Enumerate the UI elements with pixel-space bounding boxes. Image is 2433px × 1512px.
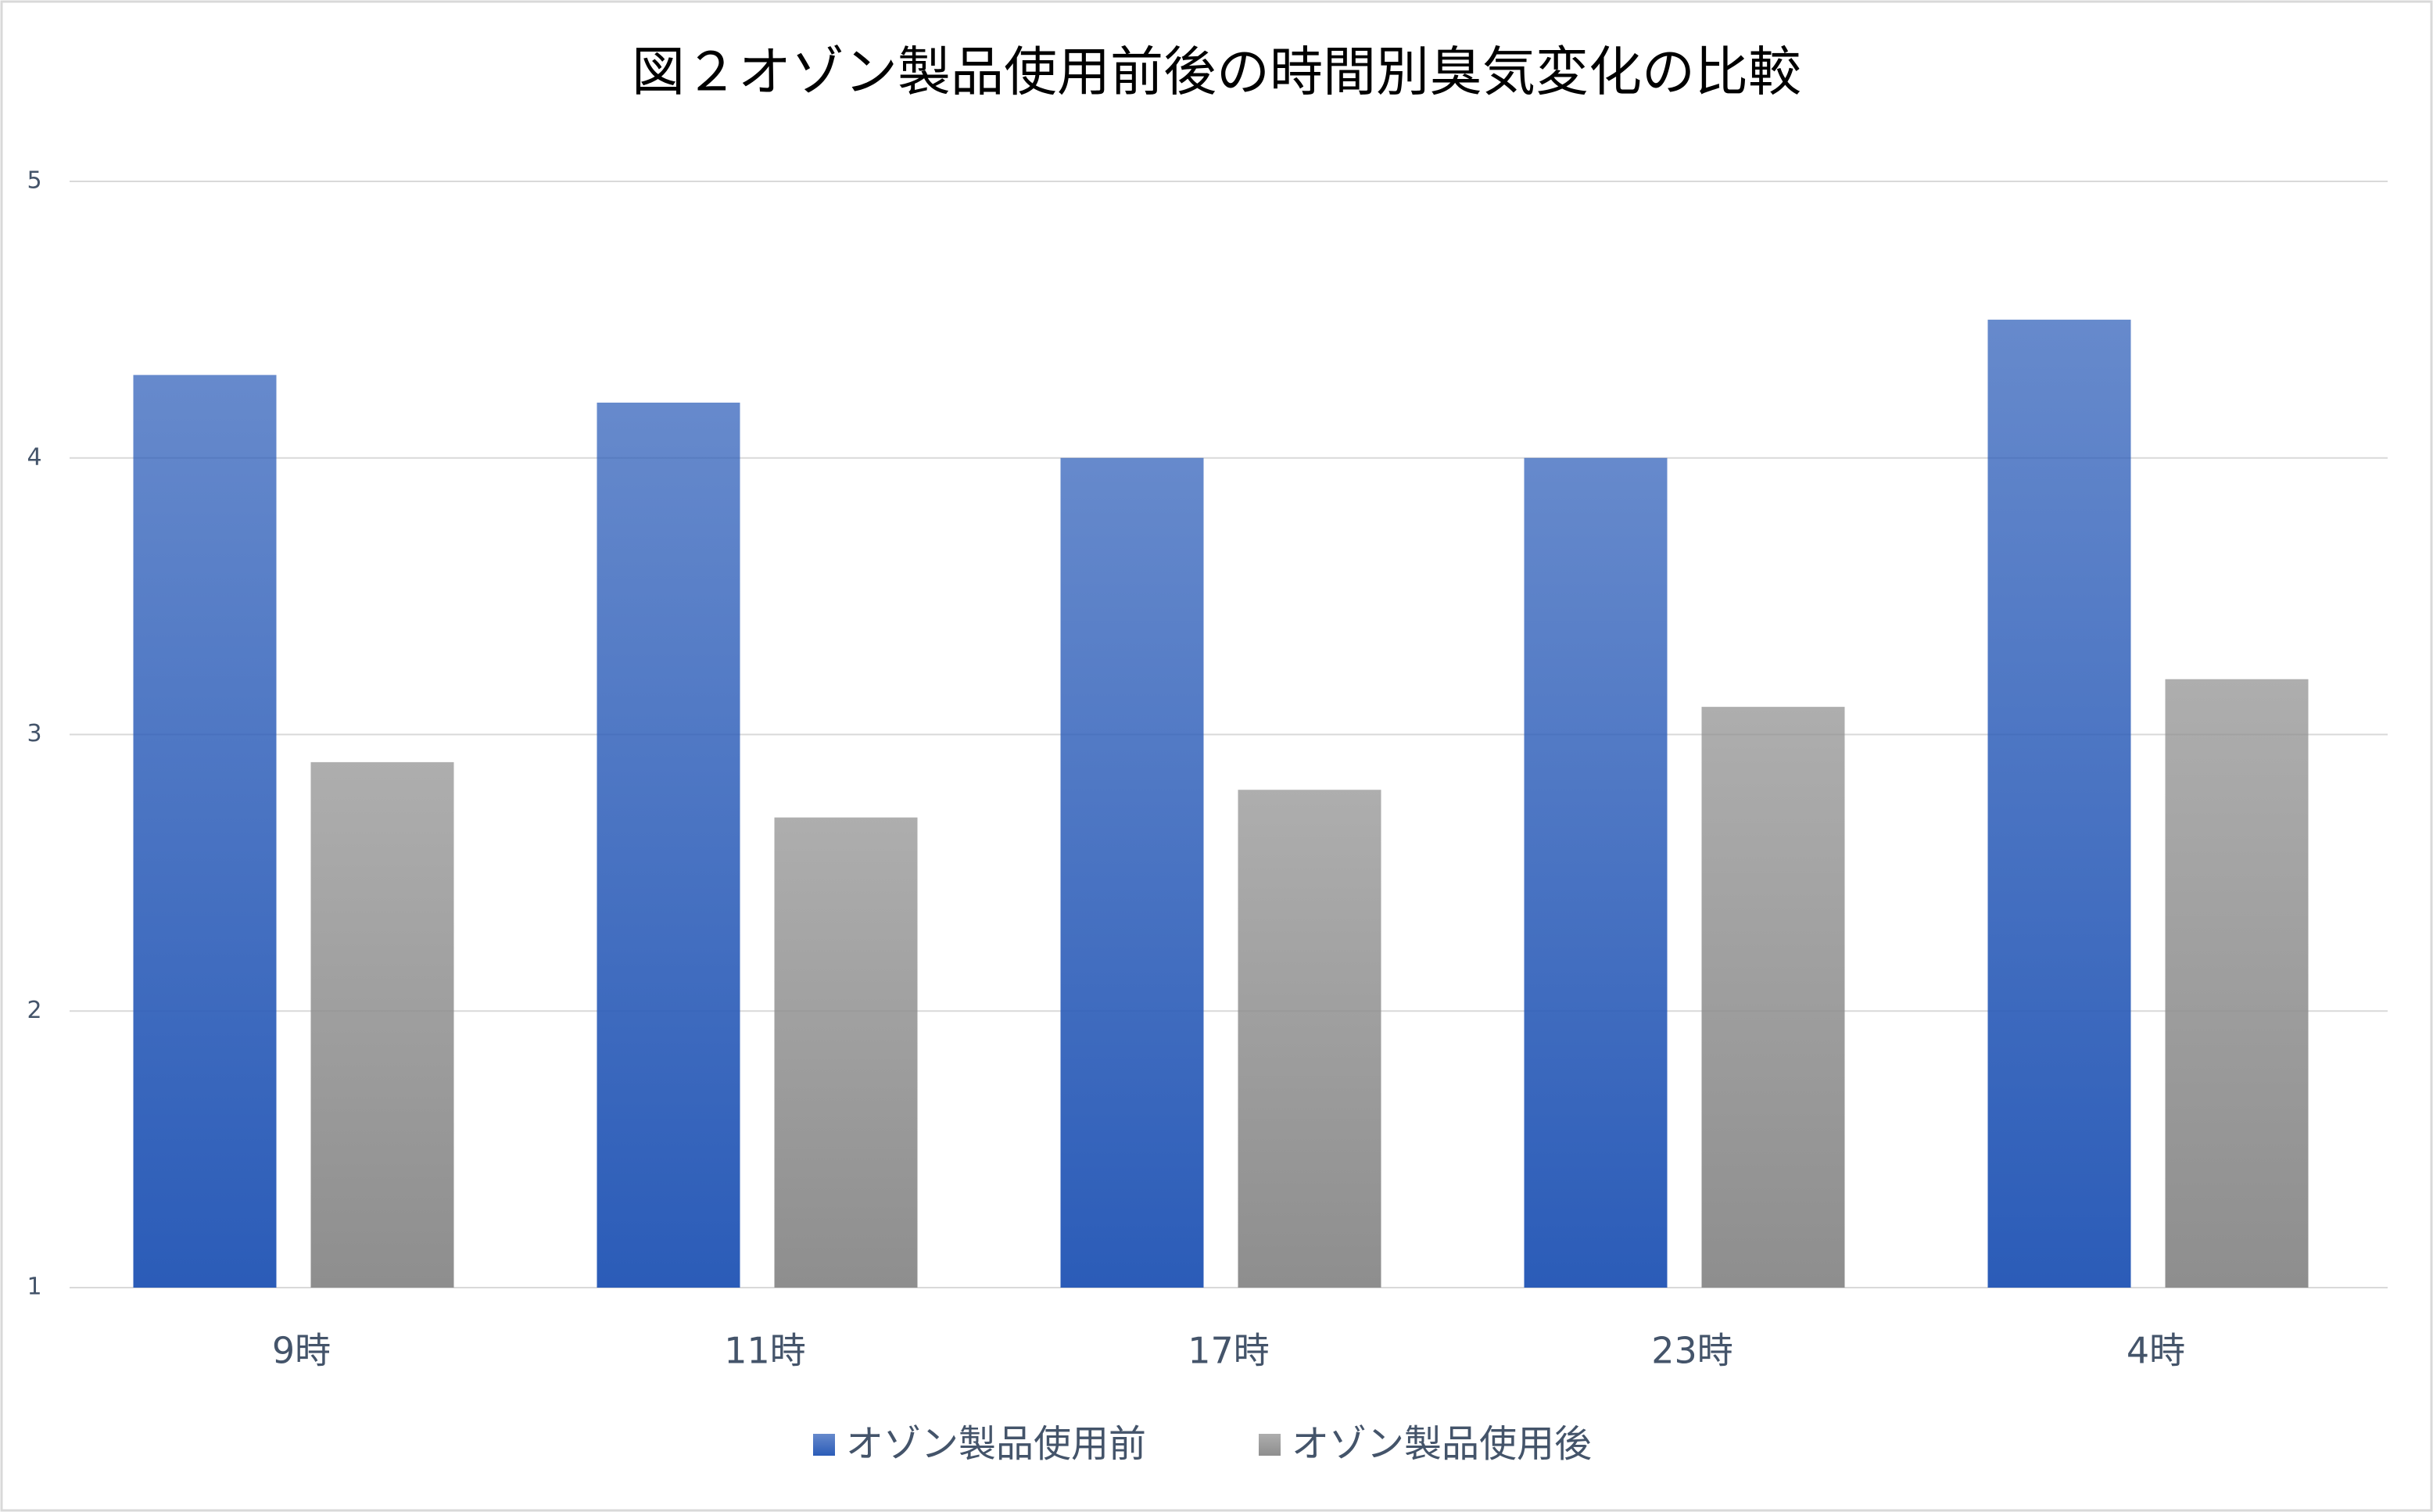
chart-title: 図２オゾン製品使用前後の時間別臭気変化の比較 <box>632 42 1801 104</box>
y-tick-label: 2 <box>27 997 41 1024</box>
legend-swatch <box>1259 1434 1281 1456</box>
y-tick-label: 3 <box>27 720 41 747</box>
legend-label: オゾン製品使用前 <box>846 1422 1146 1466</box>
bar <box>2165 679 2309 1288</box>
legend-label: オゾン製品使用後 <box>1292 1422 1592 1466</box>
y-tick-label: 1 <box>27 1274 41 1301</box>
legend-swatch <box>813 1434 835 1456</box>
x-tick-label: 9時 <box>272 1330 331 1372</box>
y-tick-label: 5 <box>27 167 41 195</box>
x-tick-label: 11時 <box>724 1330 806 1372</box>
bar <box>1987 319 2131 1288</box>
y-tick-label: 4 <box>27 443 41 471</box>
bar <box>1238 790 1381 1288</box>
bar <box>774 817 918 1288</box>
x-tick-label: 23時 <box>1651 1330 1733 1372</box>
x-tick-label: 4時 <box>2127 1330 2185 1372</box>
x-tick-label: 17時 <box>1188 1330 1270 1372</box>
bar <box>597 403 740 1288</box>
bar <box>310 761 454 1288</box>
bar <box>1524 457 1668 1288</box>
bar <box>1060 457 1204 1288</box>
bar <box>1701 707 1845 1288</box>
bar <box>133 374 277 1288</box>
